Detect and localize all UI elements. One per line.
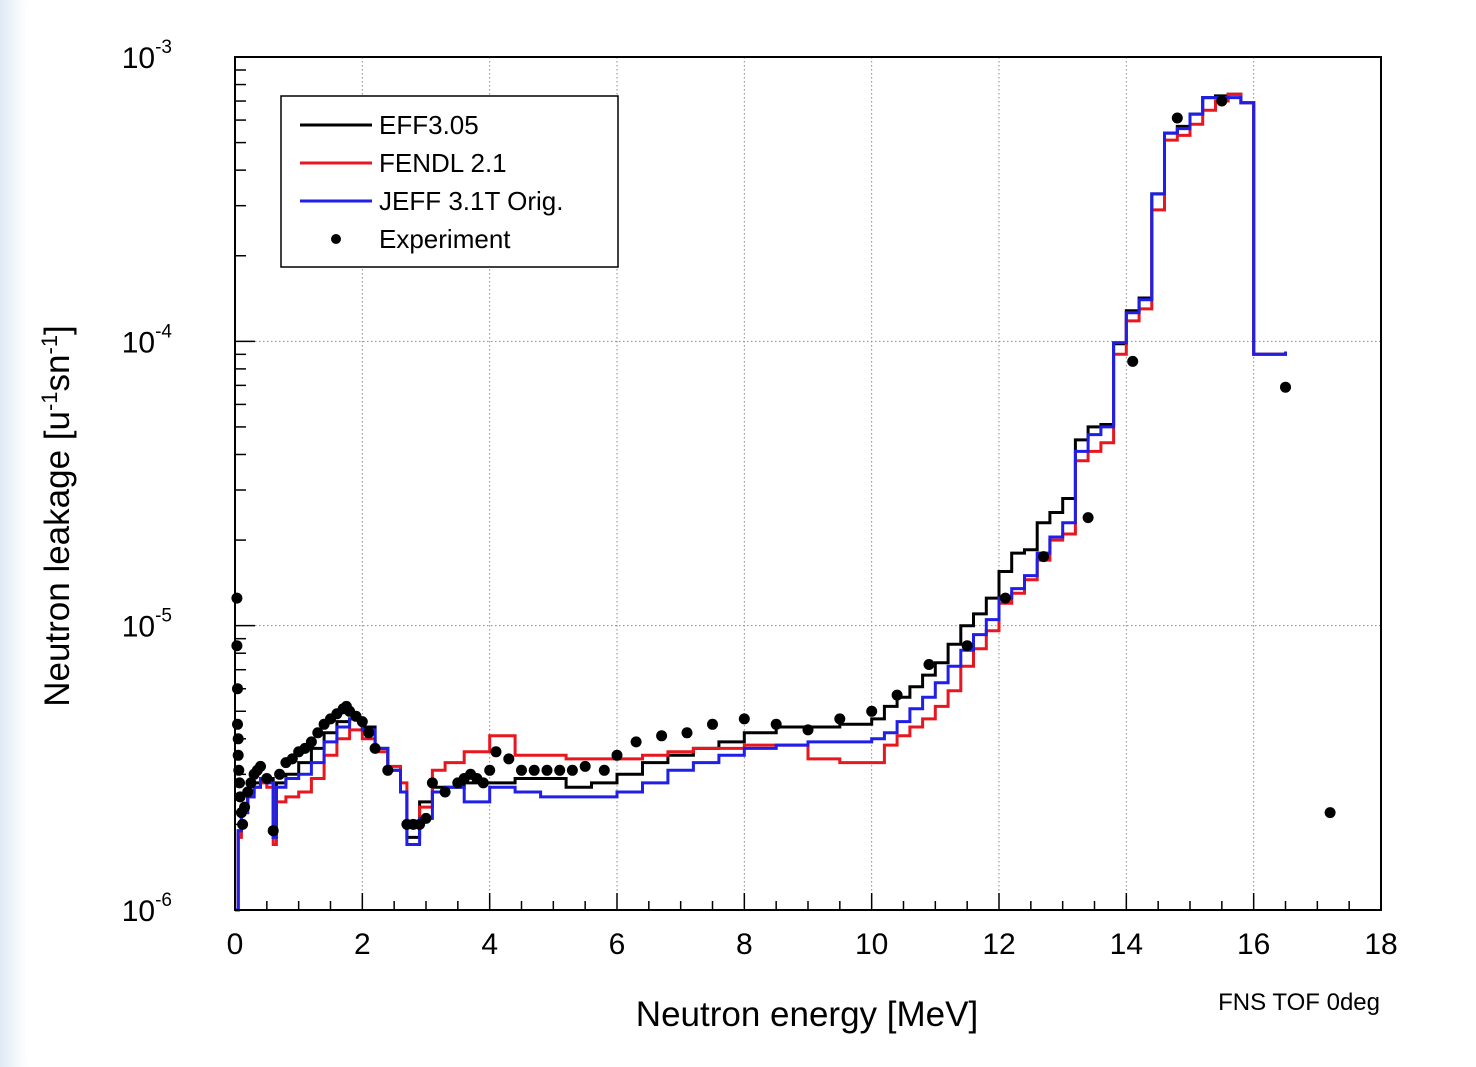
experiment-point (232, 718, 243, 730)
experiment-point (286, 753, 298, 765)
x-axis-title: Neutron energy [MeV] (636, 995, 978, 1034)
legend-label-jeff31t: JEFF 3.1T Orig. (379, 186, 563, 216)
legend-label-fendl21: FENDL 2.1 (379, 148, 507, 178)
legend-swatch-experiment (331, 234, 341, 244)
x-tick-label: 14 (1110, 928, 1143, 961)
experiment-point (363, 727, 375, 739)
legend-label-experiment: Experiment (379, 224, 511, 254)
series-points-experiment (231, 95, 1336, 837)
y-tick-exponent: -6 (155, 890, 172, 911)
experiment-point (541, 764, 553, 776)
experiment-point (528, 764, 540, 776)
y-axis-title-exp1: -1 (37, 391, 62, 411)
experiment-point (255, 760, 266, 772)
experiment-point (566, 764, 578, 776)
y-tick-base: 10 (122, 326, 155, 359)
y-axis-title-exp2: -1 (37, 335, 62, 355)
series-line-jeff-3-1t-orig (235, 96, 1287, 912)
series-layer (231, 92, 1336, 912)
legend-label-eff305: EFF3.05 (379, 110, 479, 140)
experiment-point (369, 742, 381, 754)
y-tick-base: 10 (122, 895, 155, 928)
x-tick-label: 12 (982, 928, 1015, 961)
x-tick-label: 16 (1237, 928, 1270, 961)
experiment-point (305, 736, 317, 748)
x-tick-label: 18 (1364, 928, 1397, 961)
experiment-point (356, 716, 368, 728)
y-axis-title: Neutron leakage [u-1sn-1] (37, 325, 78, 707)
experiment-point (242, 786, 254, 798)
experiment-point (802, 724, 814, 736)
y-axis-title-unit: sn (38, 355, 77, 392)
experiment-point (738, 713, 750, 725)
experiment-point (891, 689, 903, 701)
x-tick-label: 6 (609, 928, 626, 961)
experiment-point (707, 718, 718, 730)
experiment-point (234, 777, 245, 789)
experiment-point (267, 825, 279, 837)
y-tick-label: 10-5 (122, 606, 172, 644)
experiment-point (1127, 355, 1139, 367)
experiment-point (312, 727, 324, 739)
y-tick-exponent: -4 (155, 321, 172, 342)
experiment-point (656, 730, 668, 742)
experiment-point (231, 592, 243, 604)
experiment-point (554, 764, 566, 776)
x-tick-label: 8 (736, 928, 753, 961)
x-tick-label: 4 (481, 928, 498, 961)
experiment-point (681, 727, 693, 739)
y-axis-title-close: ] (38, 325, 77, 335)
experiment-point (834, 713, 846, 725)
x-tick-label: 10 (855, 928, 888, 961)
experiment-point (239, 801, 251, 813)
experiment-point (382, 764, 394, 776)
experiment-point (999, 592, 1011, 604)
experiment-point (274, 768, 286, 780)
experiment-point (1171, 112, 1183, 124)
experiment-point (420, 812, 432, 824)
y-tick-base: 10 (122, 42, 155, 75)
experiment-point (866, 705, 878, 717)
experiment-point (231, 640, 243, 652)
y-tick-label: 10-6 (122, 890, 172, 928)
experiment-point (426, 777, 438, 789)
experiment-point (770, 718, 782, 730)
y-tick-exponent: -5 (155, 606, 172, 627)
y-tick-exponent: -3 (155, 37, 172, 58)
legend: EFF3.05 FENDL 2.1 JEFF 3.1T Orig. Experi… (280, 95, 619, 268)
experiment-point (439, 786, 451, 798)
experiment-point (579, 760, 591, 772)
experiment-point (923, 659, 935, 670)
experiment-point (1082, 512, 1094, 524)
experiment-point (245, 777, 257, 789)
experiment-point (1216, 95, 1228, 107)
x-tick-label: 0 (227, 928, 244, 961)
experiment-point (490, 746, 502, 758)
experiment-point (1280, 381, 1291, 393)
y-tick-label: 10-3 (122, 37, 172, 75)
experiment-point (598, 764, 610, 776)
grid (235, 57, 1381, 910)
y-tick-label: 10-4 (122, 321, 173, 359)
experiment-point (477, 777, 489, 789)
y-axis-title-main: Neutron leakage [u (38, 411, 77, 707)
dataset-note: FNS TOF 0deg (1218, 989, 1380, 1016)
experiment-point (961, 640, 973, 652)
experiment-point (1324, 807, 1336, 819)
y-tick-base: 10 (122, 611, 155, 644)
experiment-point (503, 753, 515, 765)
experiment-point (1038, 551, 1050, 563)
experiment-point (484, 764, 496, 776)
experiment-point (261, 773, 273, 784)
chart-background (26, 8, 1466, 1060)
experiment-point (233, 764, 245, 776)
x-tick-label: 2 (354, 928, 371, 961)
experiment-point (516, 764, 527, 776)
experiment-point (630, 736, 642, 748)
experiment-point (611, 749, 623, 761)
